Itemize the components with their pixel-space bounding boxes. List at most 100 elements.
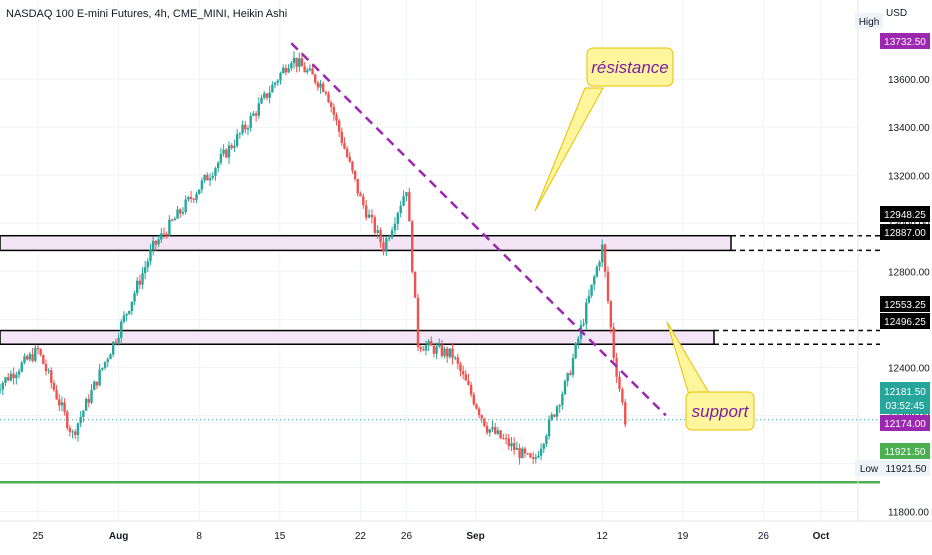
- candle-body: [189, 197, 193, 199]
- candle-body: [195, 194, 198, 200]
- low-label: Low: [860, 464, 879, 475]
- candle-body: [408, 192, 411, 222]
- zone-bottom-high-tag: [880, 296, 930, 312]
- candle-body: [9, 373, 13, 381]
- candle-body: [87, 398, 91, 403]
- candle-body: [44, 364, 48, 372]
- candle-body: [587, 295, 591, 303]
- candle-body: [216, 162, 220, 169]
- candle-body: [603, 244, 607, 272]
- candle-body: [521, 448, 524, 459]
- candle-body: [308, 68, 312, 71]
- candle-body: [300, 58, 304, 67]
- candle-body: [393, 223, 397, 231]
- price-axis[interactable]: 13600.0013400.0013200.0013000.0012800.00…: [857, 0, 930, 521]
- candle-body: [138, 280, 142, 285]
- candle-body: [168, 219, 171, 236]
- candle-body: [370, 214, 374, 218]
- time-tick-label: Aug: [109, 531, 128, 542]
- candle-body: [303, 66, 306, 73]
- zone-top-high-tag: [880, 206, 930, 222]
- candle-body: [60, 402, 64, 406]
- low-value: 11921.50: [886, 464, 927, 475]
- candle-body: [448, 348, 452, 357]
- candles: [0, 51, 627, 465]
- candle-body: [114, 341, 118, 343]
- candle-body: [95, 381, 99, 386]
- candle-body: [211, 175, 214, 179]
- zone-bottom-low-value: 12496.25: [884, 317, 926, 328]
- candle-body: [184, 199, 187, 212]
- last-price-value: 12181.50: [884, 387, 926, 398]
- candle-body: [435, 346, 438, 354]
- candle-body: [327, 93, 330, 103]
- candle-body: [469, 384, 473, 395]
- candle-body: [387, 237, 391, 239]
- candle-body: [496, 430, 500, 434]
- candle-body: [25, 356, 29, 360]
- candle-body: [28, 354, 32, 360]
- candle-body: [235, 134, 239, 146]
- price-tick-label: 13200.00: [888, 171, 930, 182]
- candle-body: [577, 338, 580, 344]
- candle-body: [149, 249, 152, 262]
- candle-body: [430, 341, 433, 346]
- candle-body: [136, 280, 139, 294]
- candle-body: [246, 128, 250, 130]
- candle-body: [42, 354, 45, 365]
- candle-body: [23, 356, 26, 363]
- candle-body: [322, 83, 325, 92]
- candle-body: [472, 394, 475, 405]
- candle-body: [109, 354, 112, 360]
- candle-body: [170, 219, 174, 221]
- candle-body: [260, 97, 263, 104]
- candle-body: [353, 170, 357, 179]
- candle-body: [157, 239, 160, 245]
- candle-body: [483, 418, 486, 427]
- candle-body: [66, 411, 69, 428]
- candle-body: [480, 415, 483, 419]
- candle-body: [298, 58, 301, 67]
- candle-body: [295, 57, 298, 67]
- time-tick-label: 15: [274, 531, 286, 542]
- candle-body: [279, 73, 282, 81]
- candle-body: [332, 106, 336, 115]
- candle-body: [373, 217, 377, 233]
- candle-body: [464, 374, 468, 381]
- candle-body: [348, 156, 351, 162]
- candle-body: [244, 124, 247, 130]
- candle-body: [329, 102, 333, 107]
- candle-body: [111, 341, 115, 355]
- candle-body: [601, 244, 604, 263]
- candle-body: [281, 67, 285, 74]
- candle-body: [225, 149, 228, 158]
- candle-body: [542, 444, 545, 449]
- time-axis[interactable]: 25 Aug 8 15 22 26 Sep 12 19 26 Oct: [0, 520, 932, 542]
- time-tick-label: 26: [401, 531, 413, 542]
- candle-body: [558, 405, 561, 407]
- candle-body: [526, 453, 529, 455]
- low-value-box: [883, 460, 930, 476]
- resistance-callout-pointer: [534, 87, 604, 212]
- time-tick-label: Sep: [466, 531, 484, 542]
- candle-body: [539, 448, 543, 456]
- candle-body: [206, 174, 209, 181]
- candle-body: [359, 193, 362, 197]
- candle-body: [402, 196, 405, 206]
- candle-body: [485, 426, 489, 433]
- candle-body: [287, 68, 290, 73]
- candle-body: [198, 189, 201, 195]
- candle-body: [453, 357, 457, 359]
- candle-body: [467, 380, 470, 385]
- candle-body: [446, 348, 449, 357]
- candle-body: [39, 349, 42, 355]
- candle-body: [316, 82, 320, 88]
- high-label: High: [859, 17, 880, 28]
- candle-body: [553, 414, 556, 417]
- candle-body: [456, 357, 460, 364]
- candle-body: [36, 347, 40, 350]
- candle-body: [491, 427, 494, 430]
- candle-body: [103, 361, 107, 368]
- candle-body: [17, 371, 21, 375]
